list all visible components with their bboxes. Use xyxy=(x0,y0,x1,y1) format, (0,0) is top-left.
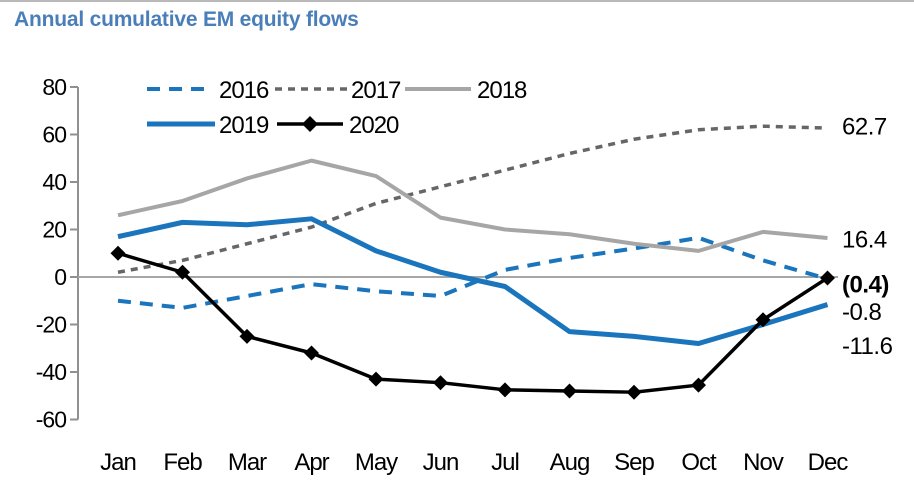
end-label-2020: (0.4) xyxy=(842,271,889,298)
series-line-2017 xyxy=(117,124,828,274)
series-marker-2020 xyxy=(820,270,835,286)
series-line-2019 xyxy=(117,216,829,346)
x-tick-label: Sep xyxy=(614,449,654,476)
series-marker-2020 xyxy=(497,382,513,398)
y-tick-label: 40 xyxy=(42,169,66,195)
x-tick-label: Mar xyxy=(228,449,267,476)
series-line-2018 xyxy=(117,158,828,253)
x-tick-label: Jul xyxy=(491,449,519,476)
series-marker-2020 xyxy=(175,264,190,280)
end-label-2017: 62.7 xyxy=(842,114,887,141)
x-tick-label: Jun xyxy=(423,449,459,476)
x-tick-label: Apr xyxy=(294,449,329,476)
series-line-2016 xyxy=(117,235,829,310)
y-tick-label: -20 xyxy=(36,312,66,338)
series-marker-2020 xyxy=(691,377,706,393)
series-line-2020 xyxy=(117,251,829,394)
series-marker-2020 xyxy=(304,345,319,361)
x-tick-label: May xyxy=(355,449,398,476)
y-tick-label: 20 xyxy=(42,217,66,243)
y-tick-label: -40 xyxy=(36,359,66,385)
end-label-2016: -0.8 xyxy=(842,299,882,326)
legend-label-2017: 2017 xyxy=(351,77,401,104)
x-tick-label: Feb xyxy=(163,449,202,476)
x-tick-label: Oct xyxy=(681,449,717,476)
series-marker-2020 xyxy=(626,384,642,400)
x-tick-label: Nov xyxy=(743,449,784,476)
series-marker-2020 xyxy=(239,328,255,344)
series-marker-2020 xyxy=(433,375,448,391)
series-marker-2020 xyxy=(368,371,384,387)
legend-label-2018: 2018 xyxy=(477,77,527,104)
series-marker-2020 xyxy=(110,245,126,261)
y-tick-label: 80 xyxy=(42,74,66,100)
end-label-2018: 16.4 xyxy=(842,226,887,253)
legend-label-2019: 2019 xyxy=(219,112,269,139)
x-tick-label: Aug xyxy=(550,449,590,476)
legend-marker-2020 xyxy=(302,116,318,132)
x-tick-label: Jan xyxy=(100,449,136,476)
y-tick-label: 60 xyxy=(42,122,66,148)
chart-title: Annual cumulative EM equity flows xyxy=(14,8,359,31)
x-tick-label: Dec xyxy=(808,449,849,476)
end-label-2019: -11.6 xyxy=(842,333,893,360)
series-marker-2020 xyxy=(562,383,577,399)
legend-label-2016: 2016 xyxy=(219,77,269,104)
legend-label-2020: 2020 xyxy=(349,112,399,139)
y-tick-label: 0 xyxy=(54,264,66,290)
y-tick-label: -60 xyxy=(36,407,66,433)
series-marker-2020 xyxy=(755,312,771,328)
